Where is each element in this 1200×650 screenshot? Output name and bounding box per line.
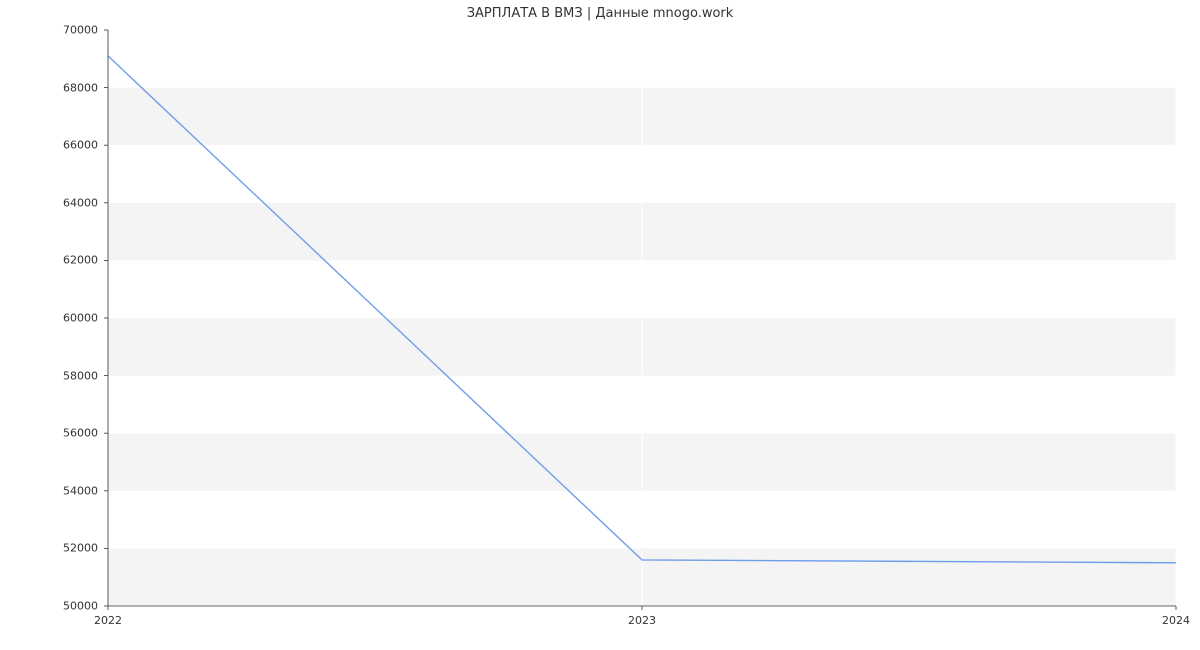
y-tick-label: 50000	[0, 600, 98, 613]
x-tick-label: 2024	[1162, 614, 1190, 627]
y-tick-label: 68000	[0, 81, 98, 94]
y-tick-label: 52000	[0, 542, 98, 555]
y-tick-label: 62000	[0, 254, 98, 267]
x-tick-label: 2023	[628, 614, 656, 627]
salary-line-chart: ЗАРПЛАТА В ВМЗ | Данные mnogo.work 50000…	[0, 0, 1200, 650]
y-tick-label: 64000	[0, 196, 98, 209]
y-tick-label: 54000	[0, 484, 98, 497]
y-tick-label: 70000	[0, 24, 98, 37]
y-tick-label: 56000	[0, 427, 98, 440]
chart-title: ЗАРПЛАТА В ВМЗ | Данные mnogo.work	[0, 6, 1200, 21]
y-tick-label: 58000	[0, 369, 98, 382]
y-tick-label: 60000	[0, 312, 98, 325]
chart-canvas	[0, 0, 1200, 650]
y-tick-label: 66000	[0, 139, 98, 152]
x-tick-label: 2022	[94, 614, 122, 627]
